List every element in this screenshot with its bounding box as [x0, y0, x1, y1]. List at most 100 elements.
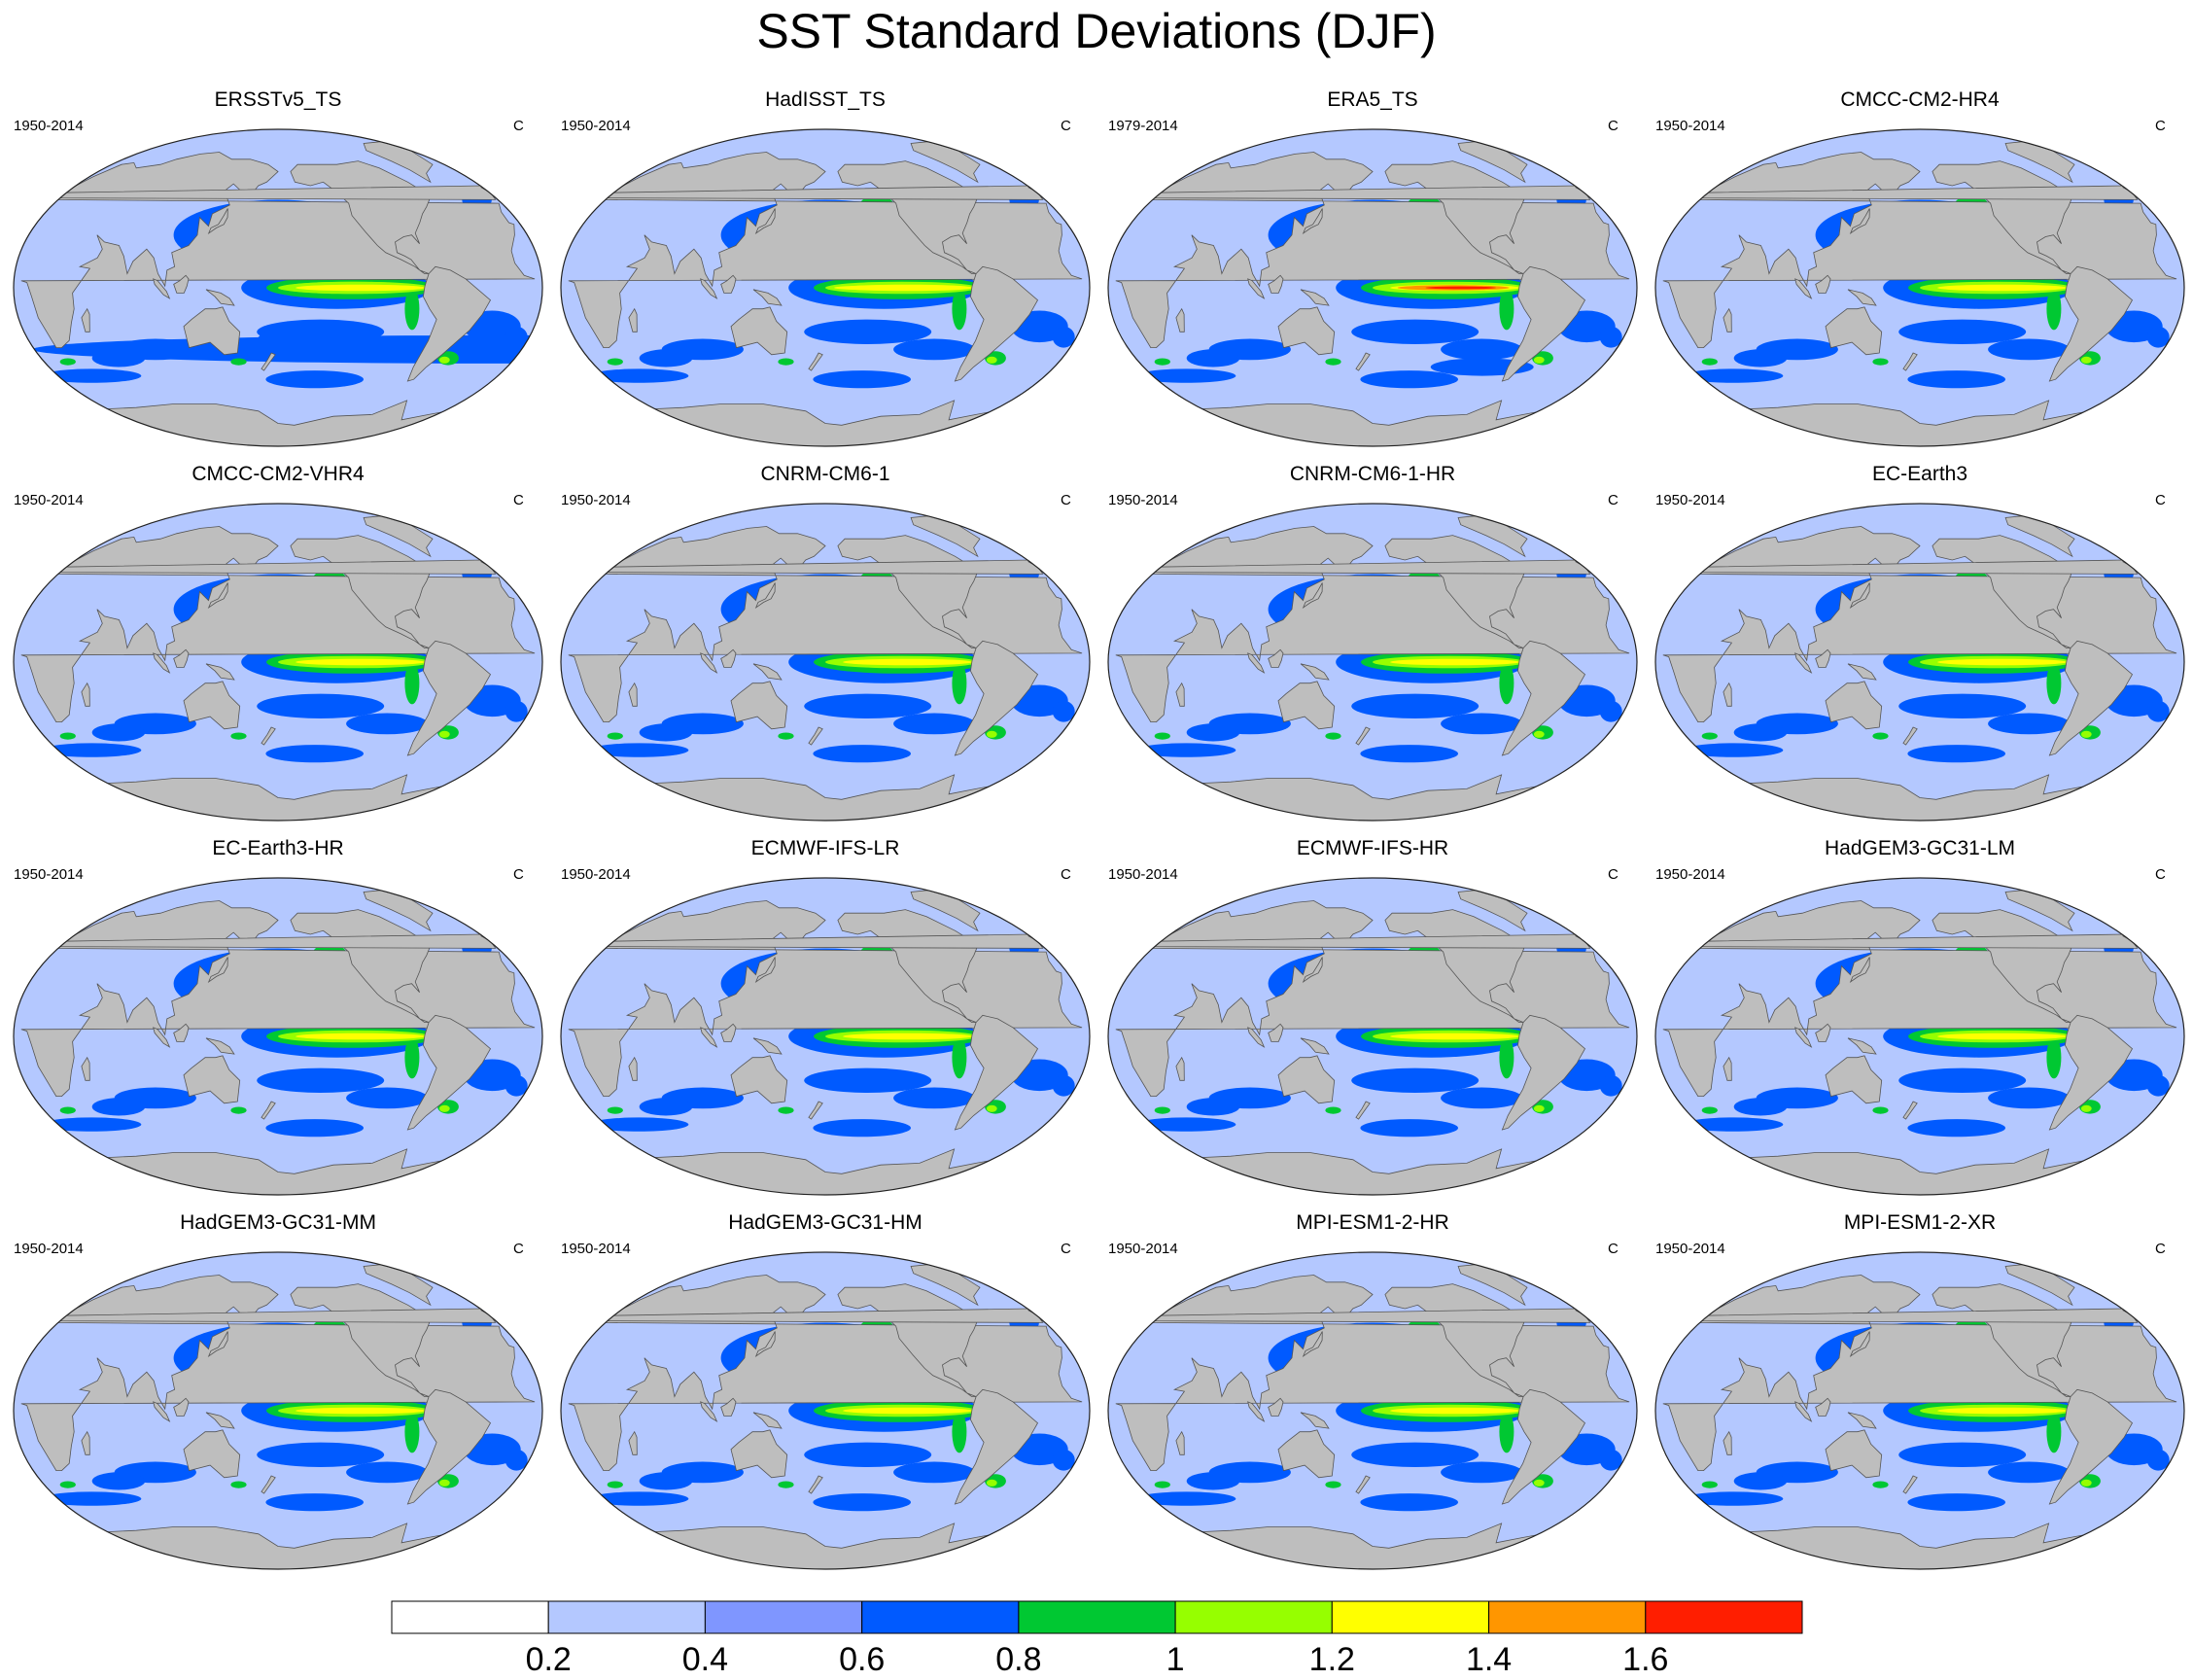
new-zealand-island — [1355, 352, 1371, 371]
sst-contour-level-4 — [1701, 358, 1718, 366]
sst-contour-level-3 — [1898, 1442, 2027, 1467]
map-panel: ERA5_TS 1979-2014 C — [1098, 88, 1647, 458]
sst-contour-level-3 — [1988, 713, 2071, 735]
greenland — [910, 890, 981, 932]
map-border — [1654, 128, 2185, 447]
colorbar-label: 0.8 — [995, 1641, 1041, 1678]
new-zealand-island — [1902, 352, 1918, 371]
japan-islands — [1849, 1331, 1870, 1358]
madagascar-island — [81, 1430, 90, 1455]
sst-contour-level-4 — [230, 1106, 247, 1114]
sst-contour-level-3 — [813, 1493, 911, 1512]
sst-contour-level-3 — [1360, 1119, 1458, 1138]
panel-title: CNRM-CM6-1-HR — [1289, 463, 1456, 485]
south-america — [954, 265, 1039, 382]
panel-unit: C — [513, 866, 524, 883]
sst-contour-level-3 — [589, 743, 689, 757]
sst-contour-level-5 — [438, 1104, 450, 1112]
sst-contour-level-1 — [1976, 1135, 2090, 1149]
greenland — [2004, 141, 2075, 184]
sst-contour-level-3 — [257, 693, 385, 718]
new-guinea-island — [1847, 289, 1877, 306]
sst-contour-level-6 — [1937, 658, 2068, 666]
sst-contour-level-6 — [1390, 658, 1520, 666]
map-border — [560, 877, 1091, 1196]
sst-contour-level-6 — [843, 1407, 973, 1415]
japan-islands — [1302, 1331, 1323, 1358]
japan-islands — [1302, 582, 1323, 610]
panel-years: 1950-2014 — [14, 866, 84, 883]
sst-contour-level-4 — [778, 358, 794, 366]
sst-contour-level-4 — [230, 358, 247, 366]
madagascar-island — [1175, 1430, 1185, 1455]
sst-contour-level-4 — [952, 288, 967, 331]
sst-contour-level-5 — [986, 1104, 997, 1112]
sst-contour-level-3 — [265, 1119, 365, 1138]
sst-contour-level-4 — [607, 732, 623, 740]
sst-contour-level-3 — [1136, 743, 1236, 757]
sst-contour-level-3 — [1988, 1087, 2071, 1109]
panel-unit: C — [2155, 118, 2166, 134]
borneo-island — [173, 648, 190, 668]
map-border — [1107, 1251, 1638, 1570]
eurasia-africa-landmass — [20, 526, 536, 722]
sumatra-island — [1794, 652, 1813, 674]
new-guinea-island — [752, 1412, 783, 1429]
sst-contour-level-4 — [59, 1481, 76, 1488]
sst-contour-level-3 — [1599, 700, 1622, 722]
world-map — [13, 503, 543, 822]
sst-contour-level-3 — [804, 1068, 932, 1093]
world-map — [560, 1251, 1091, 1570]
world-map — [13, 1251, 543, 1570]
panel-title: ECMWF-IFS-LR — [750, 837, 900, 859]
sst-contour-level-5 — [986, 730, 997, 738]
new-zealand-island — [808, 1101, 823, 1120]
new-guinea-island — [1300, 1037, 1330, 1055]
map-panel: EC-Earth3-HR 1950-2014 C — [4, 837, 552, 1207]
sst-contour-level-3 — [1599, 1449, 1622, 1471]
eurasia-africa-landmass — [1115, 152, 1630, 348]
map-panel: MPI-ESM1-2-XR 1950-2014 C — [1646, 1211, 2193, 1581]
sst-contour-level-4 — [2046, 1411, 2062, 1453]
sst-contour-level-6 — [1937, 284, 2068, 292]
sst-contour-level-6 — [834, 285, 970, 291]
sst-contour-level-3 — [1351, 693, 1479, 718]
panel-unit: C — [1608, 1241, 1619, 1257]
eurasia-africa-landmass — [568, 526, 1083, 722]
sumatra-island — [700, 652, 718, 674]
sst-contour-level-3 — [1599, 1074, 1622, 1097]
map-panel: ECMWF-IFS-HR 1950-2014 C — [1098, 837, 1647, 1207]
new-guinea-island — [1300, 1412, 1330, 1429]
sst-contour-level-1 — [1429, 386, 1543, 401]
madagascar-island — [628, 307, 638, 332]
sst-contour-level-4 — [1872, 732, 1889, 740]
sumatra-island — [1794, 1027, 1813, 1048]
sst-contour-level-3 — [505, 700, 528, 722]
panel-unit: C — [1061, 1241, 1071, 1257]
sst-contour-level-3 — [1186, 349, 1240, 368]
sst-contour-level-4 — [59, 1106, 76, 1114]
map-panel: CMCC-CM2-HR4 1950-2014 C — [1646, 88, 2193, 458]
sst-contour-level-3 — [265, 1493, 365, 1512]
sst-contour-level-3 — [1898, 1068, 2027, 1093]
sst-contour-level-4 — [1701, 1481, 1718, 1488]
new-zealand-island — [1355, 1475, 1371, 1494]
world-map — [13, 128, 543, 447]
eurasia-africa-landmass — [1662, 1275, 2177, 1471]
sst-contour-level-4 — [952, 1036, 967, 1079]
panel-unit: C — [1608, 866, 1619, 883]
sst-contour-level-4 — [952, 662, 967, 705]
world-map — [560, 128, 1091, 447]
panel-years: 1950-2014 — [561, 1241, 631, 1257]
new-guinea-island — [1300, 289, 1330, 306]
panel-years: 1979-2014 — [1108, 118, 1178, 134]
map-border — [560, 1251, 1091, 1570]
borneo-island — [720, 648, 737, 668]
sst-contour-level-1 — [1976, 386, 2090, 401]
world-map — [1107, 503, 1638, 822]
map-panel: EC-Earth3 1950-2014 C — [1646, 463, 2193, 832]
australia — [1825, 306, 1883, 356]
sst-contour-level-4 — [404, 288, 420, 331]
sst-contour-level-3 — [1907, 745, 2005, 763]
sst-contour-level-4 — [230, 1481, 247, 1488]
